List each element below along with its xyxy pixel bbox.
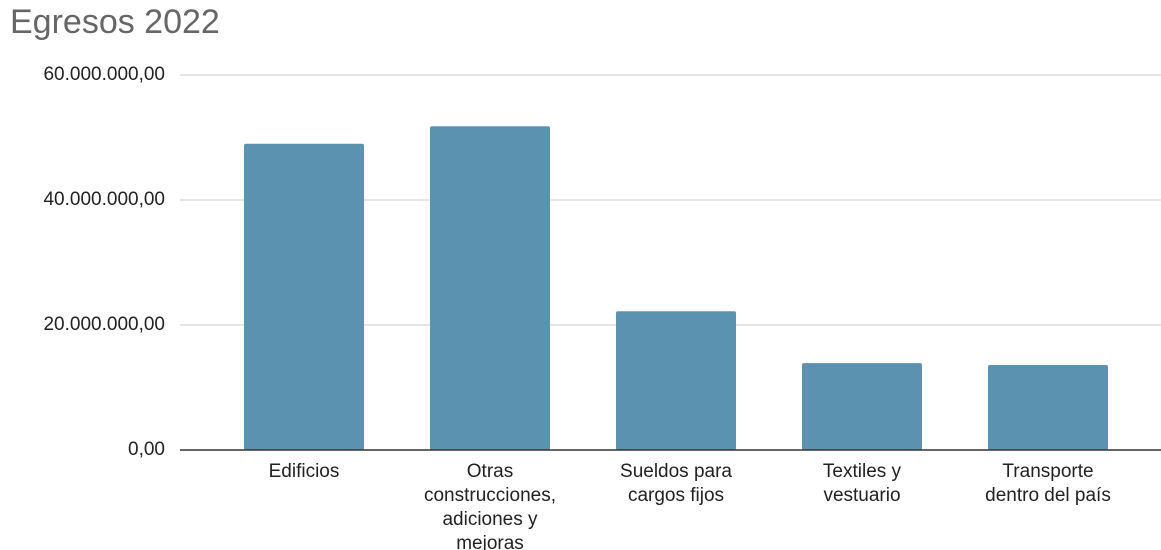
bar <box>802 363 922 450</box>
x-tick-label: Transporte dentro del país <box>985 461 1111 506</box>
x-tick-label: Sueldos para cargos fijos <box>620 461 732 506</box>
chart-title: Egresos 2022 <box>10 3 220 41</box>
y-tick-label: 40.000.000,00 <box>43 189 165 210</box>
bar <box>616 311 736 450</box>
bar <box>244 143 364 450</box>
y-tick-label: 0,00 <box>128 439 165 460</box>
x-tick-label: Textiles y vestuario <box>823 461 902 506</box>
bar <box>430 126 550 450</box>
x-tick-label: Otras construcciones, adiciones y mejoras <box>424 461 556 550</box>
x-tick-label: Edificios <box>269 461 340 482</box>
y-tick-label: 60.000.000,00 <box>43 64 165 85</box>
bar <box>988 365 1108 450</box>
y-tick-label: 20.000.000,00 <box>43 314 165 335</box>
